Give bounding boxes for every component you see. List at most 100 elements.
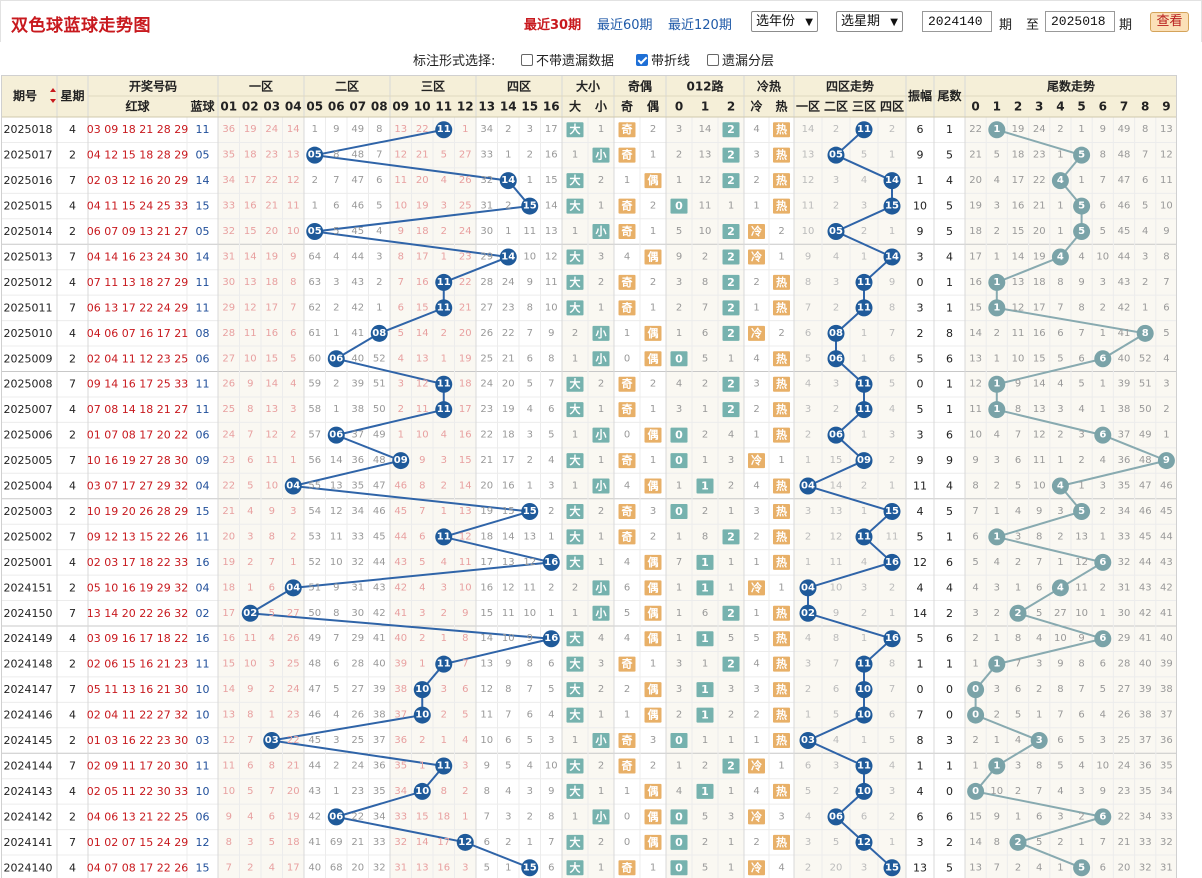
weekday-select[interactable]: 选星期 ▼ [836,11,903,32]
zone-ball-number: 16 [885,557,899,568]
tail-cell: 0 [946,785,953,798]
missing-value: 1 [889,481,895,492]
tail-cell: 5 [946,505,953,518]
missing-value: 1 [1100,608,1106,619]
checkbox-polyline[interactable]: 带折线 [636,50,690,69]
blue-ball-cell: 14 [196,250,210,263]
missing-value: 45 [308,735,321,746]
missing-value: 7 [1100,837,1106,848]
amplitude-cell: 4 [917,785,924,798]
amplitude-cell: 3 [917,836,924,849]
missing-value: 16 [459,430,472,441]
missing-value: 1 [598,786,604,797]
year-select[interactable]: 选年份 ▼ [751,11,818,32]
missing-value: 51 [1139,379,1152,390]
missing-value: 7 [1015,430,1021,441]
hotcold-text: 热 [776,351,787,365]
period-to-input[interactable]: 2025018 [1045,11,1115,32]
missing-value: 46 [373,506,386,517]
missing-value: 4 [1057,786,1063,797]
missing-value: 4 [441,430,447,441]
missing-value: 8 [290,277,296,288]
checkbox-box[interactable] [636,53,648,66]
red-balls-cell: 09 14 16 17 25 33 [87,378,188,391]
missing-value: 3 [994,455,1000,466]
missing-value: 4 [805,633,811,644]
oddeven-text: 奇 [622,300,633,314]
route-badge [722,173,740,189]
tail-ball-number: 0 [972,710,979,721]
missing-value: 5 [1015,710,1021,721]
missing-value: 2 [1057,531,1063,542]
range-30-link[interactable]: 最近30期 [524,18,582,33]
missing-value: 33 [351,531,364,542]
missing-value: 13 [480,659,493,670]
tail-ball-number: 2 [1015,608,1022,619]
blue-ball-number: 06 [329,353,343,364]
missing-value: 8 [247,404,253,415]
missing-value: 41 [394,608,407,619]
missing-value: 10 [969,430,982,441]
missing-value: 1 [462,811,468,822]
amplitude-cell: 9 [917,454,924,467]
weekday-cell: 2 [69,149,76,162]
missing-value: 5 [1036,608,1042,619]
missing-value: 5 [753,633,759,644]
missing-value: 3 [247,531,253,542]
missing-value: 16 [244,201,257,212]
zone-ball [827,808,845,826]
blue-ball-cell: 04 [196,480,210,493]
header-num: 01 [220,100,237,114]
red-balls-cell: 06 13 17 22 24 29 [87,301,188,314]
checkbox-box[interactable] [521,53,533,66]
checkbox-box[interactable] [707,53,719,66]
range-60-link[interactable]: 最近60期 [597,18,653,33]
missing-value: 6 [505,735,511,746]
tail-ball-number: 1 [993,302,1000,313]
hotcold-text: 热 [776,555,787,569]
missing-value: 7 [269,786,275,797]
route-text: 2 [727,759,735,772]
tail-ball-number: 4 [1057,175,1064,186]
query-button[interactable]: 查看 [1150,12,1189,32]
range-120-link[interactable]: 最近120期 [668,18,732,33]
missing-value: 1 [572,226,578,237]
hotcold-text: 冷 [751,326,762,340]
zone-ball-number: 08 [829,328,843,339]
weekday-cell: 2 [69,352,76,365]
size-text: 大 [570,504,581,518]
amplitude-cell: 5 [917,632,924,645]
period-from-input[interactable]: 2024140 [922,11,992,32]
missing-value: 43 [1139,582,1152,593]
checkbox-layered[interactable]: 遗漏分层 [707,50,774,69]
hotcold-badge [773,733,790,749]
missing-value: 19 [459,353,472,364]
missing-value: 27 [459,150,472,161]
checkbox-no-missing[interactable]: 不带遗漏数据 [521,50,614,69]
route-text: 1 [701,581,709,594]
missing-value: 2 [702,251,708,262]
oddeven-badge [644,682,662,698]
missing-value: 1 [650,404,656,415]
zone-ball-number: 10 [857,786,871,797]
missing-value: 11 [416,404,429,415]
sort-up-icon [50,88,56,92]
missing-value: 1 [702,659,708,670]
missing-value: 15 [1033,353,1046,364]
missing-value: 6 [1036,811,1042,822]
zone-ball [883,248,901,266]
missing-value: 4 [419,582,425,593]
missing-value: 7 [702,302,708,313]
route-badge [722,274,740,290]
missing-value: 56 [308,455,321,466]
oddeven-text: 偶 [648,326,659,340]
tail-cell: 5 [946,149,953,162]
period-cell: 2024150 [4,607,53,620]
route-badge [670,351,688,367]
missing-value: 3 [676,684,682,695]
missing-value: 1 [994,633,1000,644]
period-cell: 2025011 [4,301,53,314]
missing-value: 1 [753,201,759,212]
missing-value: 4 [505,786,511,797]
missing-value: 2 [1015,786,1021,797]
